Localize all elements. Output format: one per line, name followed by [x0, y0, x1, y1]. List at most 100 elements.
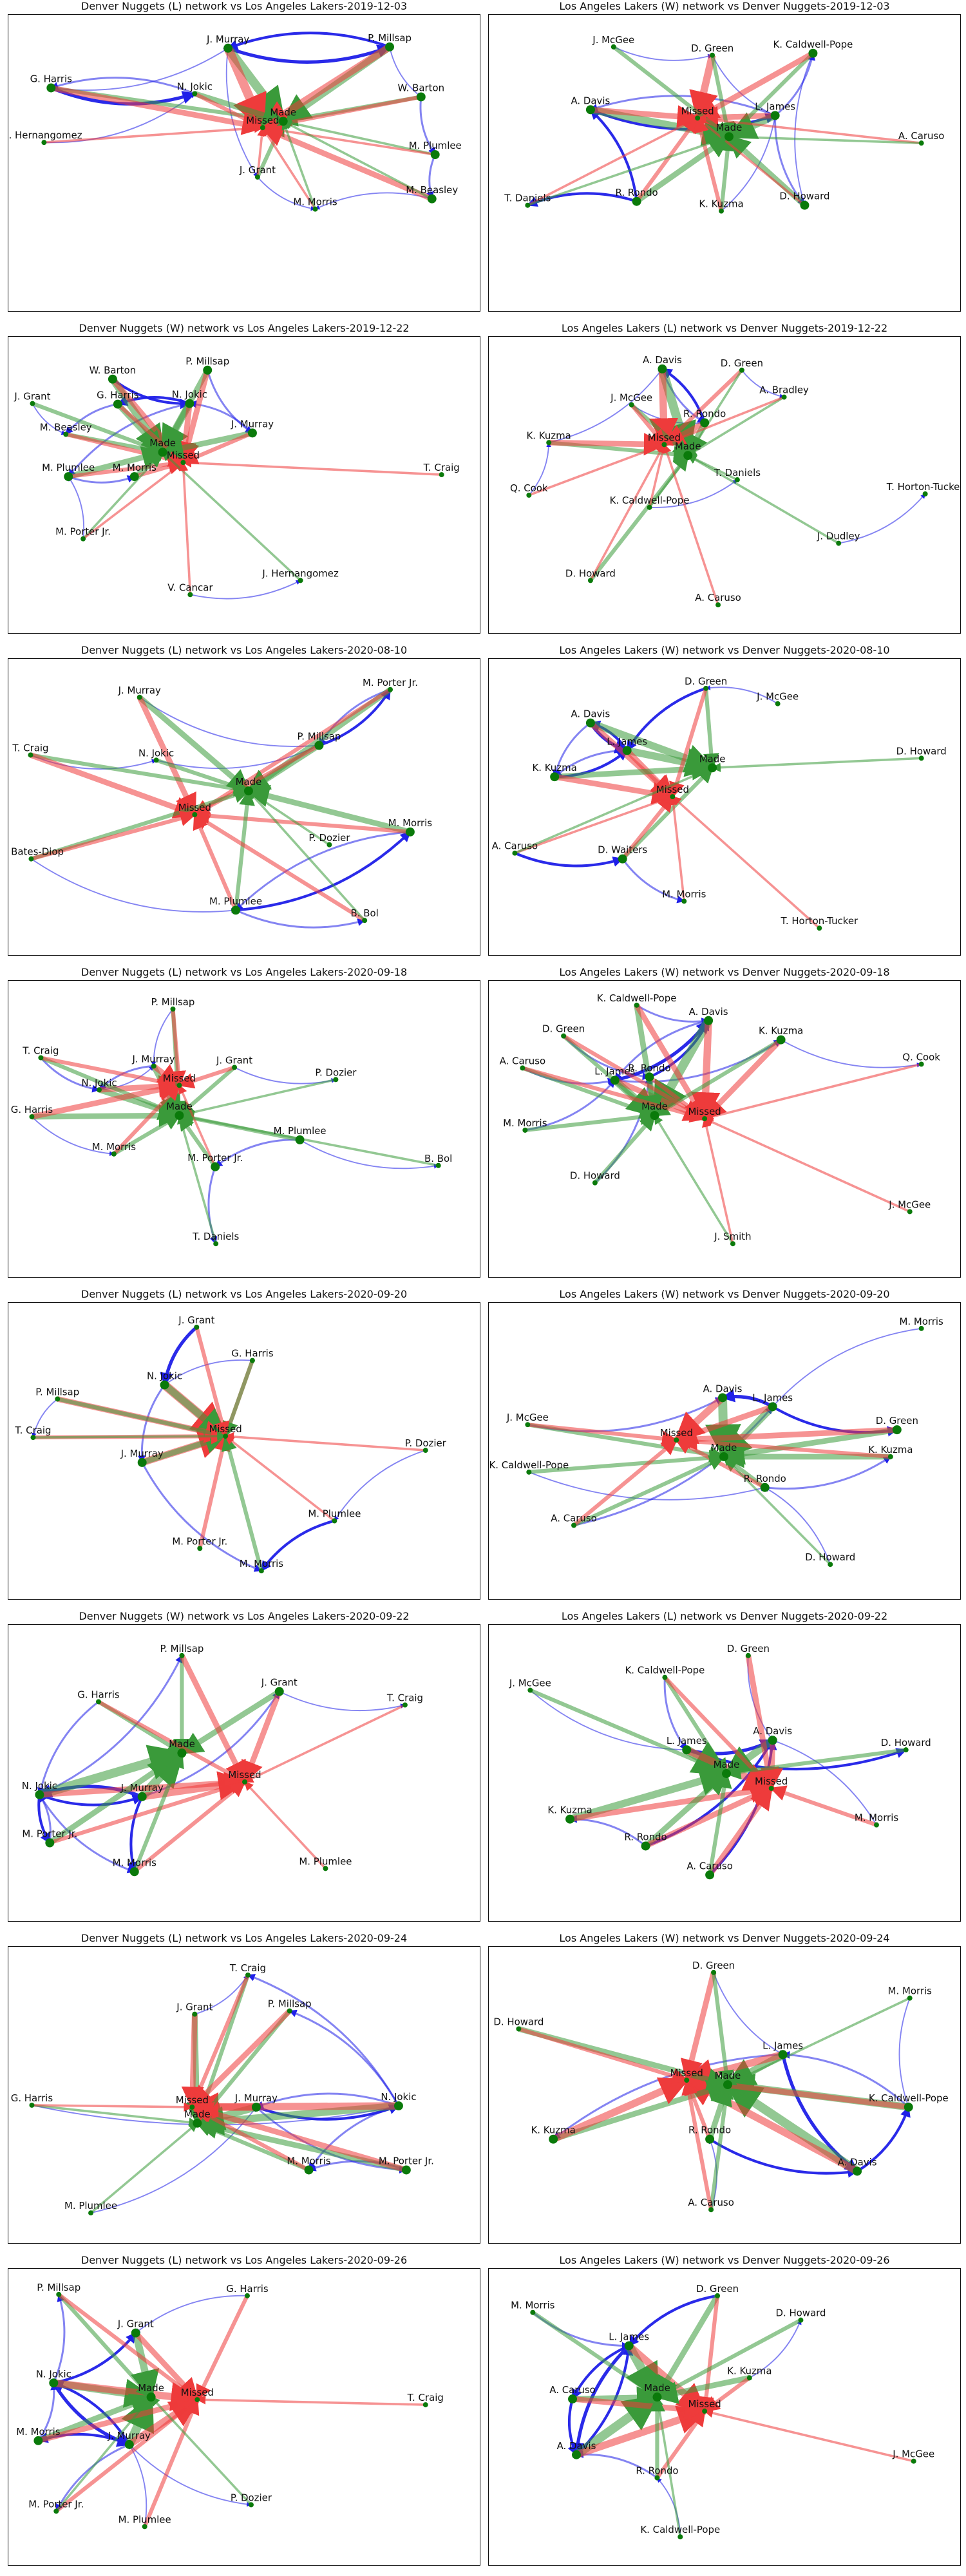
node-label: Missed	[688, 1106, 721, 1117]
node-a-caruso	[708, 2207, 714, 2213]
node-label: R. Rondo	[683, 408, 726, 419]
node-p-millsap	[179, 1653, 185, 1658]
node-made	[722, 1769, 731, 1778]
node-label: M. Porter Jr.	[55, 526, 111, 538]
node-j-mcgee	[611, 44, 616, 50]
node-made	[146, 2392, 156, 2402]
missed-edge	[590, 105, 700, 128]
assist-edge	[68, 475, 135, 484]
node-k-kuzma	[565, 1814, 575, 1824]
assist-edge	[528, 442, 551, 496]
assist-edge	[32, 403, 66, 435]
missed-edge	[702, 1037, 783, 1121]
made-edge	[531, 2311, 659, 2399]
missed-edge	[681, 2078, 714, 2210]
made-edge	[514, 766, 714, 855]
assist-edge	[613, 46, 713, 61]
node-label: L. James	[667, 1735, 707, 1747]
missed-edge	[261, 124, 435, 156]
missed-edge	[137, 696, 198, 817]
node-label: L. James	[755, 100, 795, 112]
assist-edge	[589, 95, 776, 117]
assist-edge	[135, 2295, 248, 2334]
missed-edge	[703, 1063, 922, 1121]
network-graph: T. Craig J. Grant P. Millsap G. Harris Misse…	[11, 1962, 434, 2216]
node-m-plumlee	[332, 1518, 337, 1524]
assist-edge	[764, 1486, 831, 1565]
made-edge	[703, 688, 719, 770]
node-p-millsap	[203, 365, 213, 375]
assist-edge	[636, 1004, 710, 1026]
node-label: J. Murray	[206, 33, 249, 45]
made-edge	[281, 120, 317, 210]
assist-edge	[782, 2050, 909, 2108]
node-label: M. Morris	[900, 1316, 944, 1327]
node-missed	[176, 1083, 182, 1088]
network-graph: D. Green M. Morris D. Howard L. James Missed…	[493, 1960, 949, 2213]
node-k-kuzma	[719, 208, 724, 214]
node-missed	[702, 2409, 708, 2414]
node-l-james	[768, 1402, 777, 1412]
node-m-porter-jr	[197, 1546, 203, 1551]
missed-edge	[133, 1780, 246, 1873]
node-r-rondo	[632, 196, 641, 206]
node-made	[650, 1111, 659, 1121]
node-label: J. Grant	[239, 164, 276, 176]
network-panel: Denver Nuggets (L) network vs Los Angele…	[8, 644, 480, 956]
made-edge	[524, 1109, 656, 1133]
assist-edge	[53, 2332, 137, 2385]
assist-edge	[772, 1327, 922, 1407]
node-label: L. James	[762, 2040, 803, 2051]
node-label: M. Morris	[16, 2426, 61, 2438]
assist-edge	[528, 1471, 766, 1501]
assist-edge	[705, 685, 779, 705]
made-edge	[155, 758, 251, 794]
node-j-grant	[254, 174, 260, 180]
missed-edge	[182, 431, 254, 464]
node-label: M. Porter Jr.	[28, 2498, 84, 2510]
made-edge	[178, 1112, 439, 1167]
node-label: V. Cancar	[167, 582, 213, 593]
made-edge	[529, 1450, 726, 1474]
node-label: P. Millsap	[268, 1998, 312, 2010]
node-d-howard	[918, 755, 924, 761]
node-label: J. Smith	[714, 1231, 751, 1242]
assist-edge	[52, 2293, 66, 2383]
missed-edge	[701, 1117, 734, 1244]
node-label: M. Morris	[855, 1812, 899, 1824]
missed-edge	[518, 2027, 688, 2084]
missed-edge	[181, 2014, 204, 2110]
node-label: W. Barton	[398, 82, 444, 93]
node-label: M. Plumlee	[42, 462, 95, 473]
node-j-grant	[232, 1065, 238, 1070]
missed-edge	[37, 2394, 200, 2444]
missed-edge	[261, 127, 317, 210]
node-m-plumlee	[430, 150, 440, 160]
node-t-craig	[245, 1972, 251, 1978]
node-d-howard	[798, 2317, 804, 2323]
node-label: Missed	[163, 1072, 196, 1084]
node-label: J. Murray	[234, 2092, 278, 2104]
node-l-james	[624, 2341, 634, 2351]
network-panel: Los Angeles Lakers (W) network vs Denver…	[488, 1288, 961, 1600]
node-label: J. Grant	[178, 1314, 214, 1326]
node-a-caruso	[918, 140, 924, 146]
missed-edge	[693, 116, 724, 212]
node-label: Missed	[228, 1769, 261, 1781]
network-panel: Denver Nuggets (L) network vs Los Angele…	[8, 0, 480, 312]
made-edge	[593, 1114, 656, 1184]
node-j-grant	[131, 2328, 140, 2338]
node-j-dudley	[836, 540, 842, 546]
missed-edge	[527, 1423, 678, 1447]
missed-edge	[68, 456, 185, 479]
node-missed	[189, 2104, 195, 2110]
missed-edge	[50, 85, 265, 135]
missed-edge	[514, 795, 674, 855]
made-edge	[654, 2294, 720, 2400]
network-panel: Los Angeles Lakers (L) network vs Denver…	[488, 322, 961, 634]
assist-edge	[772, 1739, 877, 1826]
made-edge	[233, 789, 255, 911]
missed-edge	[53, 2379, 200, 2411]
made-edge	[247, 790, 330, 846]
node-label: A. Davis	[703, 1383, 743, 1394]
